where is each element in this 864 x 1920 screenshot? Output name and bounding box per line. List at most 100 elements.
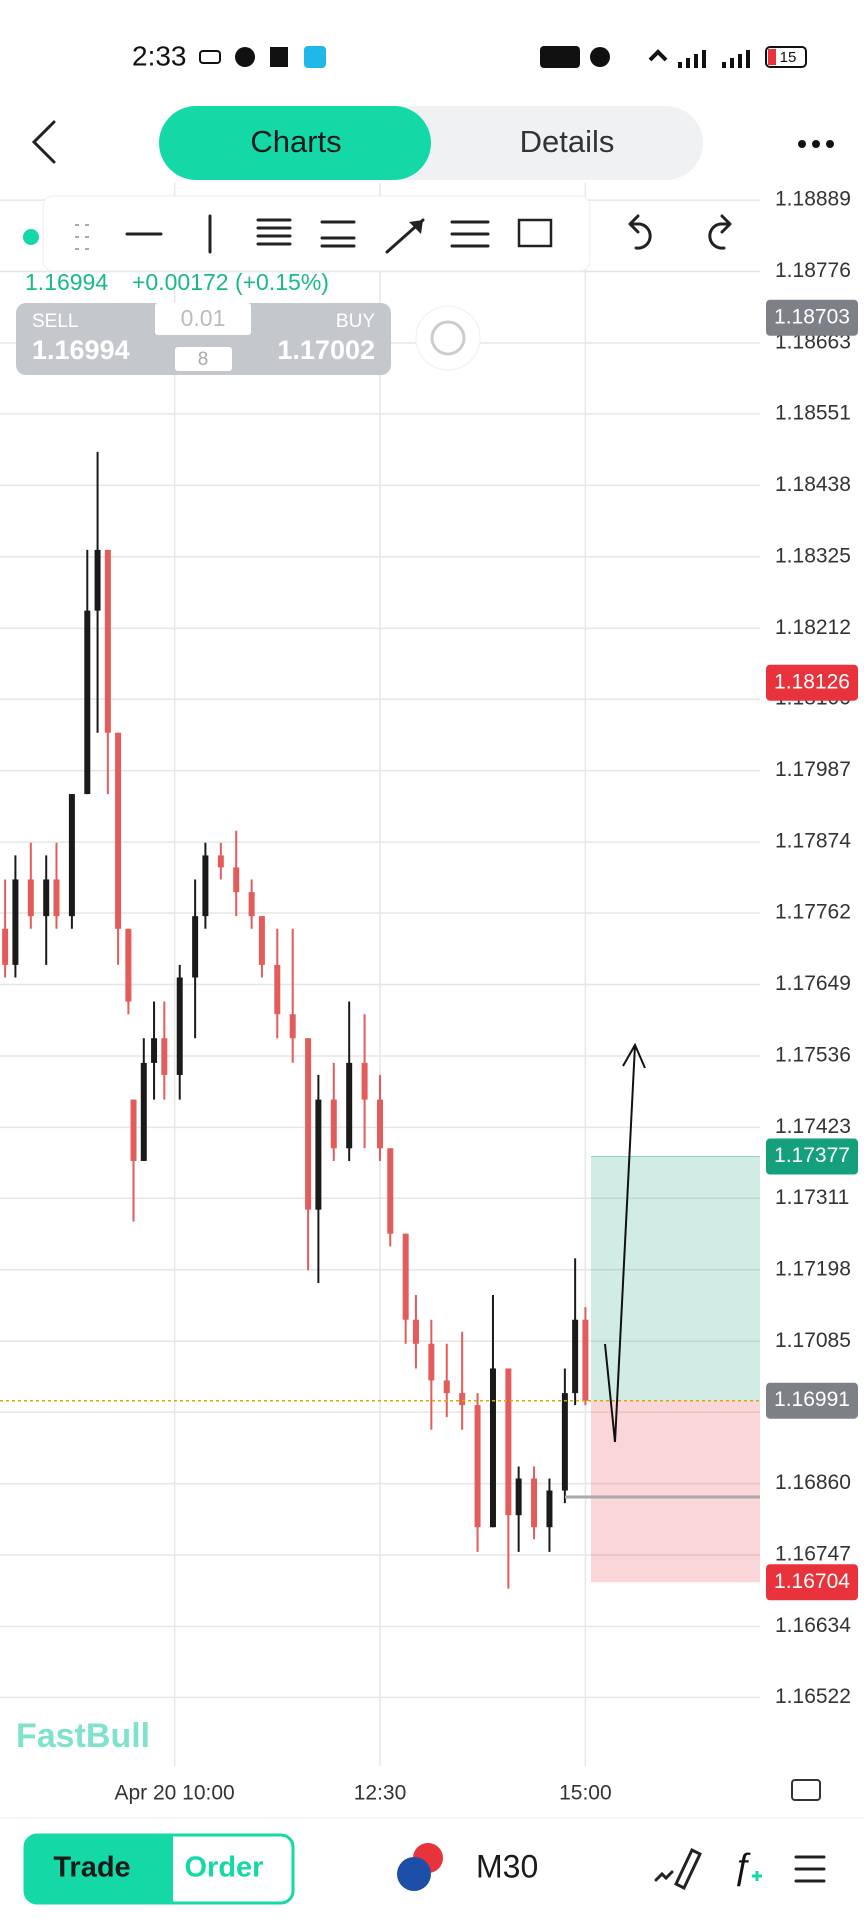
candle-body xyxy=(233,867,240,893)
sell-label: SELL xyxy=(32,311,78,332)
refresh-button[interactable] xyxy=(415,305,481,371)
take-profit-zone xyxy=(591,1156,760,1401)
candle-body xyxy=(474,1405,481,1528)
price-tag-label: 1.16991 xyxy=(774,1388,850,1411)
candle-body xyxy=(459,1393,466,1406)
price-tag xyxy=(766,1564,858,1601)
trend-arrow xyxy=(604,1042,646,1443)
price-tag xyxy=(766,1138,858,1175)
y-tick-label: 1.17198 xyxy=(775,1257,851,1280)
candle-body xyxy=(104,549,111,733)
candle-body xyxy=(572,1319,579,1394)
watermark: FastBull xyxy=(16,1717,150,1755)
battery xyxy=(765,46,807,68)
y-tick-label: 1.16634 xyxy=(775,1614,851,1637)
icon xyxy=(199,50,221,64)
price-tag-label: 1.18703 xyxy=(774,305,850,328)
candle-body xyxy=(346,1062,353,1149)
candle-body xyxy=(43,879,50,917)
candle-body xyxy=(377,1099,383,1149)
price-tag-label: 1.18126 xyxy=(774,670,850,693)
y-tick-label: 1.17085 xyxy=(775,1329,851,1352)
more-button[interactable] xyxy=(798,140,834,148)
y-tick-label: 1.18663 xyxy=(775,331,851,354)
fullscreen-button[interactable] xyxy=(791,1779,821,1801)
y-tick-label: 1.17311 xyxy=(775,1186,849,1209)
menu-button[interactable] xyxy=(794,1855,826,1883)
status-dot xyxy=(23,229,39,245)
y-tick-label: 1.18551 xyxy=(775,401,851,424)
sell-price: 1.16994 xyxy=(32,335,130,365)
icon xyxy=(648,49,750,68)
icon xyxy=(304,46,326,68)
indicator-button[interactable]: ƒ xyxy=(732,1846,752,1888)
candle-body xyxy=(274,964,281,1015)
x-tick-label: 15:00 xyxy=(559,1782,612,1805)
y-tick-label: 1.18776 xyxy=(775,259,851,282)
candle-body xyxy=(217,855,224,868)
candle-body xyxy=(315,1099,322,1210)
y-tick-label: 1.16522 xyxy=(775,1685,851,1708)
candle-body xyxy=(489,1368,496,1528)
spread: 8 xyxy=(198,349,209,370)
chart: Apr 20 10:00 12:30 15:00 1.18889 1.18776 1.18… xyxy=(0,183,858,1805)
icon xyxy=(270,47,288,67)
lot: 0.01 xyxy=(181,305,226,331)
candle-body xyxy=(27,879,34,917)
back-button[interactable] xyxy=(31,120,56,164)
mode-active[interactable] xyxy=(25,1835,173,1903)
y-tick-label: 1.17874 xyxy=(775,830,851,853)
candle-body xyxy=(561,1393,568,1491)
y-tick-label: 1.16747 xyxy=(775,1543,851,1566)
y-tick-label: 1.18889 xyxy=(775,188,851,211)
candle-body xyxy=(161,1038,168,1075)
tab-active[interactable] xyxy=(159,106,431,180)
candle-body xyxy=(130,1099,137,1161)
mode[interactable]: Trade xyxy=(53,1852,130,1884)
y-tick-label: 1.17423 xyxy=(775,1115,851,1138)
buy-price: 1.17002 xyxy=(277,335,375,365)
mode[interactable]: Order xyxy=(185,1852,264,1884)
y-tick-label: 1.17762 xyxy=(775,901,851,924)
candle-body xyxy=(94,549,101,611)
y-tick-label: 1.16860 xyxy=(775,1471,851,1494)
buy-label: BUY xyxy=(336,311,375,332)
y-tick-label: 1.18325 xyxy=(775,544,851,567)
candle-body xyxy=(330,1099,337,1149)
y-tick-label: 1.17987 xyxy=(775,758,851,781)
status-bar: 2:33 15 xyxy=(132,40,807,71)
candle-body xyxy=(412,1319,419,1344)
y-tick-label: 1.18212 xyxy=(775,616,851,639)
candle-body xyxy=(258,916,265,965)
candle-body xyxy=(68,794,75,917)
quote-box[interactable] xyxy=(16,303,391,375)
indicator-plus xyxy=(752,1871,762,1881)
spread-box xyxy=(175,347,232,371)
candle-body xyxy=(53,879,60,917)
tab[interactable]: Details xyxy=(520,124,615,159)
lot-box[interactable] xyxy=(155,303,251,335)
candle-body xyxy=(192,916,199,978)
draw-button[interactable] xyxy=(654,1847,702,1891)
candle-body xyxy=(515,1478,522,1516)
candle-body xyxy=(202,855,209,917)
price-tag-label: 1.17377 xyxy=(774,1144,850,1167)
price-tag-label: 1.16704 xyxy=(774,1570,850,1593)
y-tick-label: 1.17536 xyxy=(775,1043,851,1066)
candle-body xyxy=(2,928,9,965)
stop-loss-zone xyxy=(591,1400,760,1583)
timeframe[interactable]: M30 xyxy=(476,1848,538,1884)
toolbar-icons[interactable] xyxy=(75,214,732,254)
price-tag xyxy=(766,664,858,701)
y-tick-label: 1.17649 xyxy=(775,972,851,995)
candle-body xyxy=(151,1038,158,1063)
candle-body xyxy=(505,1368,512,1516)
candle-body xyxy=(84,610,91,795)
tab[interactable]: Charts xyxy=(250,124,341,159)
candle-body xyxy=(402,1233,409,1320)
candle-body xyxy=(387,1148,394,1234)
candle-body xyxy=(125,928,132,1002)
price-tag xyxy=(766,299,858,336)
candle-body xyxy=(531,1478,538,1528)
